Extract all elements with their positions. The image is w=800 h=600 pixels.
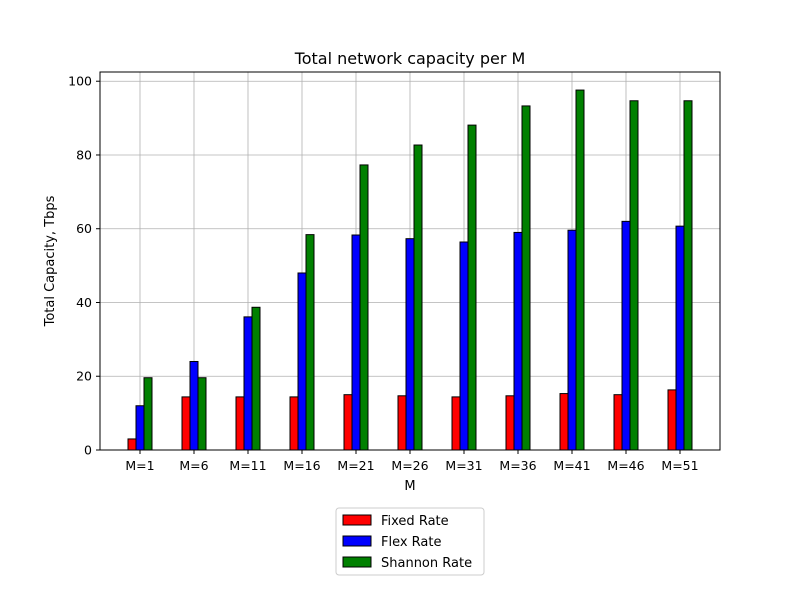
bar-flex-rate	[405, 238, 415, 451]
bar-flex-rate	[675, 225, 685, 451]
bar-flex-rate	[135, 405, 145, 451]
bar-flex-rate	[567, 229, 577, 451]
y-tick-label: 100	[68, 74, 92, 89]
y-tick-label: 60	[76, 221, 92, 236]
legend-label: Shannon Rate	[381, 556, 472, 571]
legend-swatch	[342, 535, 372, 547]
x-tick-label: M=11	[229, 458, 266, 473]
bar-shannon-rate	[467, 124, 477, 451]
bar-flex-rate	[189, 360, 199, 451]
bar-flex-rate	[621, 220, 631, 451]
bar-fixed-rate	[451, 396, 461, 451]
legend-swatch	[342, 556, 372, 568]
bar-flex-rate	[459, 241, 469, 451]
bar-shannon-rate	[575, 89, 585, 451]
x-tick-label: M=41	[553, 458, 590, 473]
x-axis-title: M	[404, 479, 415, 494]
y-tick-label: 0	[84, 443, 92, 458]
x-tick-label: M=36	[499, 458, 536, 473]
y-tick-label: 20	[76, 369, 92, 384]
legend-label: Fixed Rate	[381, 514, 449, 529]
bar-shannon-rate	[683, 100, 693, 451]
x-tick-label: M=21	[337, 458, 374, 473]
bars	[127, 89, 693, 451]
bar-shannon-rate	[521, 105, 531, 451]
bar-shannon-rate	[413, 144, 423, 451]
legend-frame	[335, 507, 485, 576]
x-tick-label: M=46	[607, 458, 644, 473]
bar-fixed-rate	[667, 389, 677, 451]
x-tick-label: M=1	[125, 458, 154, 473]
bar-fixed-rate	[181, 396, 191, 451]
bar-shannon-rate	[305, 234, 315, 451]
bar-fixed-rate	[235, 396, 245, 451]
y-tick-label: 80	[76, 147, 92, 162]
x-axis-ticks: M=1 M=6 M=11 M=16 M=21 M=26 M=31 M=36 M=41 M=46 M=…	[125, 450, 699, 473]
bar-fixed-rate	[559, 393, 569, 451]
y-tick-label: 40	[76, 295, 92, 310]
chart-title: Total network capacity per M	[294, 49, 526, 68]
x-tick-label: M=16	[283, 458, 320, 473]
bar-shannon-rate	[197, 377, 207, 451]
bar-fixed-rate	[613, 394, 623, 451]
x-tick-label: M=6	[179, 458, 208, 473]
bar-fixed-rate	[343, 394, 353, 451]
bar-shannon-rate	[359, 164, 369, 451]
bar-flex-rate	[351, 234, 361, 451]
x-tick-label: M=26	[391, 458, 428, 473]
bar-flex-rate	[513, 231, 523, 451]
bar-shannon-rate	[629, 100, 639, 451]
bar-flex-rate	[243, 316, 253, 451]
bar-flex-rate	[297, 272, 307, 451]
legend-swatch	[342, 514, 372, 526]
bar-fixed-rate	[505, 395, 515, 451]
bar-shannon-rate	[143, 377, 153, 451]
bar-fixed-rate	[289, 396, 299, 451]
legend: Fixed Rate Flex Rate Shannon Rate	[335, 507, 485, 576]
legend-label: Flex Rate	[381, 535, 442, 550]
x-tick-label: M=31	[445, 458, 482, 473]
y-axis-title: Total Capacity, Tbps	[43, 195, 58, 327]
bar-fixed-rate	[397, 395, 407, 451]
y-axis-ticks: 0 20 40 60 80 100	[68, 74, 100, 458]
bar-fixed-rate	[127, 438, 137, 451]
bar-shannon-rate	[251, 306, 261, 451]
x-tick-label: M=51	[661, 458, 698, 473]
